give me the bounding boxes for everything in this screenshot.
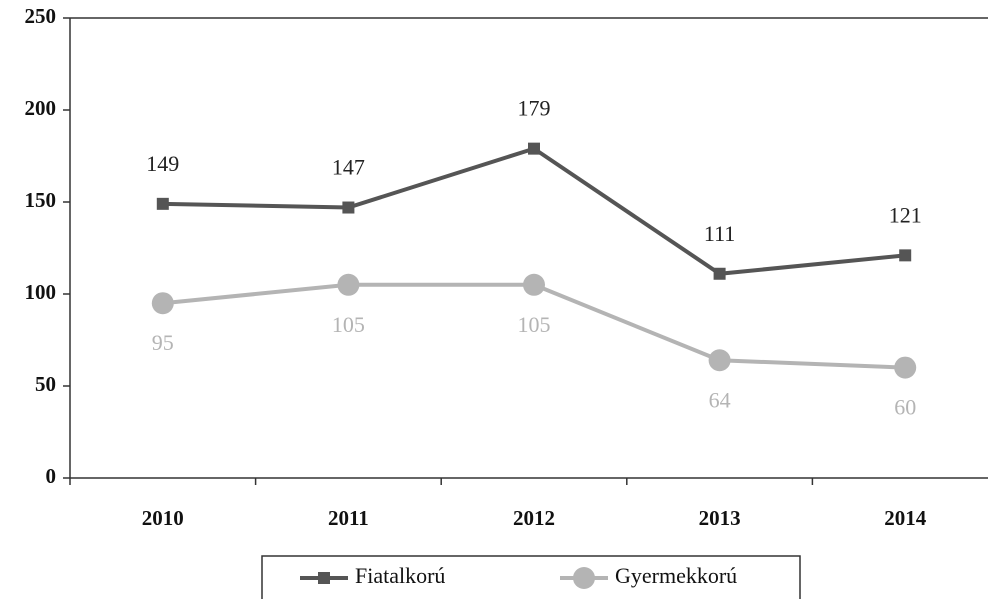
y-tick-label: 0: [46, 464, 57, 488]
data-label: 149: [146, 151, 179, 176]
x-tick-label: 2013: [699, 506, 741, 530]
marker: [337, 273, 360, 296]
x-tick-label: 2012: [513, 506, 555, 530]
legend-label: Fiatalkorú: [355, 563, 445, 588]
marker: [342, 201, 355, 214]
x-tick-label: 2014: [884, 506, 927, 530]
x-tick-label: 2011: [328, 506, 369, 530]
marker: [523, 273, 545, 296]
marker: [708, 349, 731, 372]
data-label: 95: [152, 330, 174, 355]
marker: [899, 249, 912, 262]
y-tick-label: 50: [35, 372, 56, 396]
legend-marker: [573, 567, 595, 589]
y-tick-label: 200: [25, 96, 57, 120]
legend-label: Gyermekkorú: [615, 563, 737, 588]
y-tick-label: 100: [25, 280, 57, 304]
data-label: 121: [889, 202, 922, 227]
x-tick-label: 2010: [142, 506, 184, 530]
legend-marker: [318, 572, 330, 584]
data-label: 64: [709, 387, 731, 412]
marker: [713, 267, 726, 280]
data-label: 147: [332, 155, 365, 180]
data-label: 105: [518, 312, 551, 337]
data-label: 105: [332, 312, 365, 337]
data-label: 60: [894, 395, 916, 420]
legend-box: [261, 555, 801, 599]
data-label: 179: [518, 96, 551, 121]
y-tick-label: 250: [25, 4, 57, 28]
data-label: 111: [704, 221, 735, 246]
marker: [528, 142, 540, 155]
marker: [156, 197, 169, 210]
marker: [894, 356, 917, 379]
marker: [151, 292, 174, 315]
series-line: [162, 146, 906, 276]
y-tick-label: 150: [25, 188, 57, 212]
